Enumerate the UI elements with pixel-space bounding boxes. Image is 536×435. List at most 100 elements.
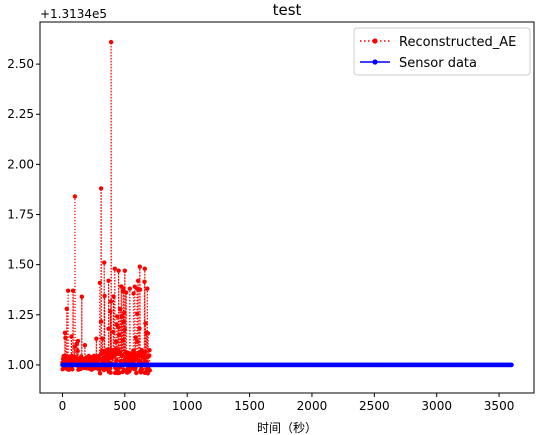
data-point-reconstructed [116,332,122,337]
y-tick-label: 1.00 [7,358,34,372]
data-point-reconstructed [145,286,150,291]
data-point-reconstructed [108,299,114,304]
data-point-reconstructed [130,357,136,363]
x-axis-label: 时间（秒） [257,421,317,435]
data-point-reconstructed [147,348,152,353]
x-tick-label: 500 [113,399,136,413]
legend-box [353,27,531,76]
data-point-reconstructed [94,336,99,341]
x-tick-label: 3500 [484,399,515,413]
data-point-reconstructed [120,352,125,357]
legend-label-sensor: Sensor data [399,56,477,71]
x-tick-label: 2000 [297,399,328,413]
data-point-reconstructed [111,329,116,335]
x-tick-label: 3000 [421,399,452,413]
chart-title: test [273,1,302,19]
y-tick-label: 2.00 [7,157,34,171]
x-axis: 0 500 1000 1500 2000 2500 3000 3500 [59,393,515,413]
plot-frame [39,21,535,394]
data-point-reconstructed [75,348,80,354]
data-point-reconstructed [133,335,138,340]
data-point-reconstructed [121,319,126,325]
data-point-reconstructed [75,338,81,344]
data-point-reconstructed [98,186,104,191]
data-point-reconstructed [112,266,118,271]
legend-marker-sensor [372,59,378,65]
series-points-sensor [60,362,514,368]
y-tick-label: 2.25 [7,107,34,121]
data-point-reconstructed [119,314,125,319]
data-point-reconstructed [122,268,128,273]
data-point-reconstructed [79,294,85,299]
data-point-reconstructed [106,326,111,331]
data-point-reconstructed [120,338,126,343]
data-point-reconstructed [102,260,107,265]
y-axis: 1.00 1.25 1.50 1.75 2.00 2.25 2.50 [7,57,40,372]
data-point-reconstructed [117,306,123,312]
legend-entry-reconstructed: Reconstructed_AE [360,35,516,50]
data-point-reconstructed [139,367,145,372]
data-point-reconstructed [70,288,76,293]
data-point-reconstructed [137,326,142,331]
data-point-reconstructed [117,370,122,375]
data-point-reconstructed [107,366,113,371]
data-point-reconstructed [69,334,74,339]
data-point-reconstructed [135,278,141,283]
legend-marker-reconstructed [372,38,378,44]
data-point-reconstructed [108,309,113,314]
data-point-reconstructed [106,278,111,283]
data-point-reconstructed [62,330,68,335]
data-point-reconstructed [121,310,127,316]
data-point-reconstructed [147,368,152,373]
data-point-reconstructed [143,321,148,326]
data-point-reconstructed [137,264,142,269]
data-point-reconstructed [135,311,140,316]
data-point-reconstructed [134,370,139,376]
y-tick-label: 1.75 [7,208,34,222]
data-point-reconstructed [121,286,126,291]
legend-label-reconstructed: Reconstructed_AE [399,35,516,50]
data-point-reconstructed [113,339,119,344]
data-point-reconstructed [114,358,119,363]
data-point-reconstructed [122,327,128,332]
data-point-reconstructed [123,355,128,360]
data-point-reconstructed [123,290,129,295]
x-tick-label: 1500 [234,399,265,413]
data-point-reconstructed [142,349,148,354]
data-point-reconstructed [131,291,136,296]
data-point-reconstructed [98,319,104,324]
data-point-reconstructed [97,371,103,376]
data-point-reconstructed [102,293,107,299]
x-tick-label: 0 [59,399,67,413]
data-point-reconstructed [127,286,132,291]
data-point-reconstructed [103,367,109,372]
data-point-reconstructed [65,288,71,293]
data-point-reconstructed [63,335,68,340]
data-point-reconstructed [142,266,147,271]
y-offset-label: +1.3134e5 [40,7,107,21]
legend: Reconstructed_AE Sensor data [353,27,531,76]
data-point-reconstructed [100,336,105,341]
data-point-reconstructed [114,314,120,319]
data-point-reconstructed [82,343,88,348]
data-point-reconstructed [116,268,121,273]
data-point-reconstructed [104,352,109,358]
data-point-reconstructed [145,331,151,336]
data-point-reconstructed [147,353,152,358]
data-point-reconstructed [135,339,140,344]
y-tick-label: 1.25 [7,308,34,322]
data-point-sensor [509,362,514,368]
data-point-reconstructed [64,306,70,311]
data-point-reconstructed [137,287,143,292]
plot-area [39,21,535,394]
data-point-reconstructed [116,325,121,330]
legend-entry-sensor: Sensor data [360,56,477,71]
data-point-reconstructed [97,280,103,286]
y-tick-label: 1.50 [7,258,34,272]
y-tick-label: 2.50 [7,57,34,71]
series-layer [60,39,514,376]
data-point-reconstructed [108,39,114,45]
data-point-reconstructed [108,370,113,375]
